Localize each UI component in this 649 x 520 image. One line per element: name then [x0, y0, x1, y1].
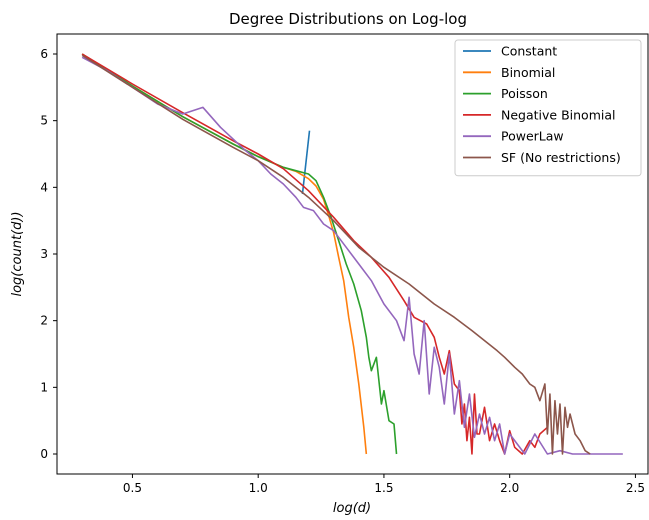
legend-label: PowerLaw [501, 129, 564, 144]
x-tick-label: 2.5 [626, 481, 645, 495]
x-tick-label: 1.0 [249, 481, 268, 495]
legend-label: Negative Binomial [501, 107, 615, 122]
x-axis-label: log(d) [333, 501, 371, 516]
legend-label: Poisson [501, 86, 548, 101]
y-tick-label: 3 [40, 247, 48, 261]
legend-label: SF (No restrictions) [501, 150, 621, 165]
x-tick-label: 0.5 [123, 481, 142, 495]
legend-label: Binomial [501, 65, 555, 80]
x-tick-label: 1.5 [374, 481, 393, 495]
legend-label: Constant [501, 44, 557, 59]
y-tick-label: 1 [40, 380, 48, 394]
y-tick-label: 6 [40, 47, 48, 61]
y-tick-label: 4 [40, 180, 48, 194]
y-tick-label: 5 [40, 114, 48, 128]
y-tick-label: 0 [40, 447, 48, 461]
chart-title: Degree Distributions on Log-log [229, 10, 467, 28]
x-tick-label: 2.0 [500, 481, 519, 495]
y-tick-label: 2 [40, 314, 48, 328]
legend: Constant Binomial Poisson Negative Binomial… [455, 40, 641, 176]
y-axis-label: log(count(d)) [10, 211, 25, 296]
